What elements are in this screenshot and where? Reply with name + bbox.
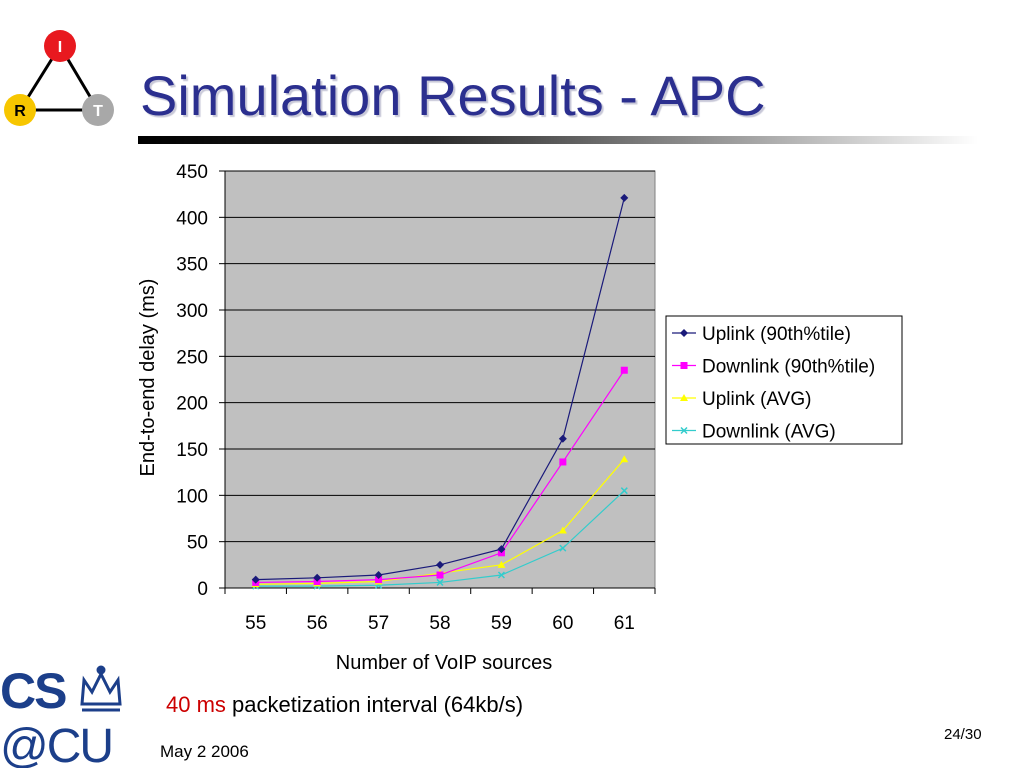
y-tick-label: 300 — [176, 301, 208, 322]
data-point — [497, 545, 506, 554]
y-tick-label: 50 — [187, 533, 208, 554]
x-tick-label: 57 — [368, 613, 389, 634]
data-point — [497, 571, 505, 579]
legend-label: Uplink (AVG) — [702, 389, 811, 410]
crown-icon — [80, 665, 122, 712]
data-point — [375, 576, 383, 584]
data-point — [620, 487, 628, 495]
y-axis-title: End-to-end delay (ms) — [137, 279, 159, 477]
legend-marker — [680, 426, 688, 435]
plot-area — [224, 170, 656, 589]
y-tick-label: 150 — [176, 440, 208, 461]
caption: 40 ms packetization interval (64kb/s) — [166, 692, 523, 718]
data-point — [497, 560, 506, 568]
data-point — [559, 458, 567, 466]
cscu-logo-line1: CS — [0, 663, 66, 719]
legend-label: Downlink (90th%tile) — [702, 357, 875, 378]
data-point — [313, 573, 322, 582]
x-tick-label: 56 — [307, 613, 328, 634]
logo-node-t — [82, 94, 114, 126]
legend-box — [665, 315, 903, 445]
y-tick-label: 200 — [176, 394, 208, 415]
data-point — [436, 560, 444, 569]
data-point — [374, 571, 383, 580]
y-tick-label: 0 — [197, 579, 208, 600]
logo-node-i-label: I — [58, 39, 62, 56]
cscu-logo-line2: @CU — [0, 720, 112, 768]
y-tick-label: 250 — [176, 347, 208, 368]
legend-marker — [680, 394, 688, 401]
x-axis-title: Number of VoIP sources — [336, 652, 552, 674]
x-tick-label: 59 — [491, 613, 512, 634]
x-tick-label: 60 — [552, 613, 573, 634]
data-point — [559, 544, 567, 552]
irt-logo: I R T — [4, 30, 114, 126]
title-divider — [138, 136, 978, 144]
caption-text: packetization interval (64kb/s) — [225, 692, 524, 717]
data-point — [620, 366, 628, 374]
y-tick-label: 100 — [176, 486, 208, 507]
data-point — [251, 575, 260, 584]
data-point — [436, 571, 444, 579]
x-tick-label: 61 — [614, 613, 635, 634]
legend-label: Uplink (90th%tile) — [702, 324, 851, 345]
data-point — [558, 526, 567, 534]
footer-date: May 2 2006 — [160, 742, 249, 761]
data-point — [620, 455, 629, 463]
data-point — [620, 193, 629, 202]
logo-node-i — [44, 30, 76, 62]
y-tick-label: 400 — [176, 208, 208, 229]
logo-node-r-label: R — [14, 103, 26, 120]
caption-highlight: 40 ms — [166, 692, 226, 717]
logo-node-r — [4, 94, 36, 126]
y-tick-label: 350 — [176, 255, 208, 276]
page-number: 24/30 — [944, 726, 982, 743]
legend-marker — [680, 362, 688, 369]
x-tick-label: 55 — [245, 613, 266, 634]
legend-label: Downlink (AVG) — [702, 422, 836, 443]
data-point — [558, 434, 567, 443]
logo-node-t-label: T — [93, 103, 103, 120]
cscu-logo: CS @CU — [0, 663, 122, 768]
data-point — [436, 578, 444, 586]
y-tick-label: 450 — [176, 162, 208, 183]
legend-marker — [680, 329, 688, 337]
slide-title: Simulation Results - APC — [140, 64, 766, 127]
x-tick-label: 58 — [429, 613, 450, 634]
